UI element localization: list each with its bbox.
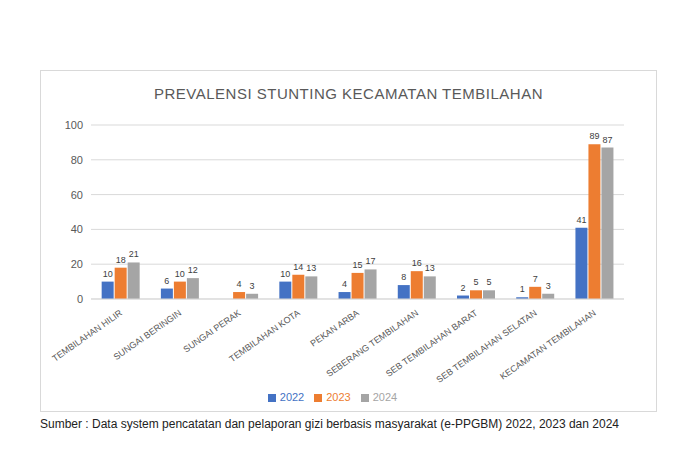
svg-text:20: 20 — [71, 258, 83, 270]
svg-text:SUNGAI PERAK: SUNGAI PERAK — [181, 308, 242, 355]
svg-text:4: 4 — [342, 279, 347, 289]
html-text:2022: 2022 — [279, 391, 305, 403]
svg-text:16: 16 — [412, 258, 422, 268]
svg-text:15: 15 — [353, 260, 363, 270]
svg-text:6: 6 — [164, 276, 169, 286]
svg-text:5: 5 — [473, 277, 478, 287]
svg-text:SEBERANG TEMBILAHAN: SEBERANG TEMBILAHAN — [324, 308, 420, 379]
svg-text:2: 2 — [460, 283, 465, 293]
svg-text:10: 10 — [103, 269, 113, 279]
svg-text:3: 3 — [546, 281, 551, 291]
svg-text:87: 87 — [602, 135, 612, 145]
html-text:2024: 2024 — [372, 391, 398, 403]
svg-text:13: 13 — [306, 263, 316, 273]
svg-text:5: 5 — [486, 277, 491, 287]
svg-text:40: 40 — [71, 223, 83, 235]
svg-text:0: 0 — [77, 293, 83, 305]
svg-text:SUNGAI BERINGIN: SUNGAI BERINGIN — [112, 308, 184, 362]
svg-text:SEB TEMBILAHAN BARAT: SEB TEMBILAHAN BARAT — [384, 307, 480, 378]
svg-text:1: 1 — [520, 284, 525, 294]
svg-text:17: 17 — [366, 256, 376, 266]
svg-text:SEB TEMBILAHAN SELATAN: SEB TEMBILAHAN SELATAN — [435, 308, 539, 385]
svg-text:100: 100 — [65, 119, 83, 131]
html-text:PREVALENSI STUNTING KECAMATAN: PREVALENSI STUNTING KECAMATAN TEMBILAHAN — [154, 85, 543, 102]
html-text:Sumber : Data system pencatata: Sumber : Data system pencatatan dan pela… — [40, 417, 619, 431]
svg-text:8: 8 — [401, 272, 406, 282]
svg-text:3: 3 — [250, 281, 255, 291]
svg-text:21: 21 — [129, 249, 139, 259]
svg-text:80: 80 — [71, 154, 83, 166]
svg-text:89: 89 — [589, 131, 599, 141]
svg-text:PEKAN ARBA: PEKAN ARBA — [308, 308, 360, 349]
svg-text:14: 14 — [293, 262, 303, 272]
svg-text:41: 41 — [576, 215, 586, 225]
svg-text:13: 13 — [425, 263, 435, 273]
svg-text:10: 10 — [280, 269, 290, 279]
svg-text:18: 18 — [116, 255, 126, 265]
svg-text:7: 7 — [533, 274, 538, 284]
html-text:2023: 2023 — [326, 391, 351, 403]
svg-text:4: 4 — [237, 279, 242, 289]
svg-text:60: 60 — [71, 189, 83, 201]
svg-text:KECAMATAN TEMBILAHAN: KECAMATAN TEMBILAHAN — [498, 308, 598, 382]
svg-text:12: 12 — [188, 265, 198, 275]
svg-text:TEMBILAHAN HILIR: TEMBILAHAN HILIR — [50, 307, 125, 364]
svg-text:10: 10 — [175, 269, 185, 279]
svg-text:TEMBILAHAN KOTA: TEMBILAHAN KOTA — [227, 308, 301, 364]
